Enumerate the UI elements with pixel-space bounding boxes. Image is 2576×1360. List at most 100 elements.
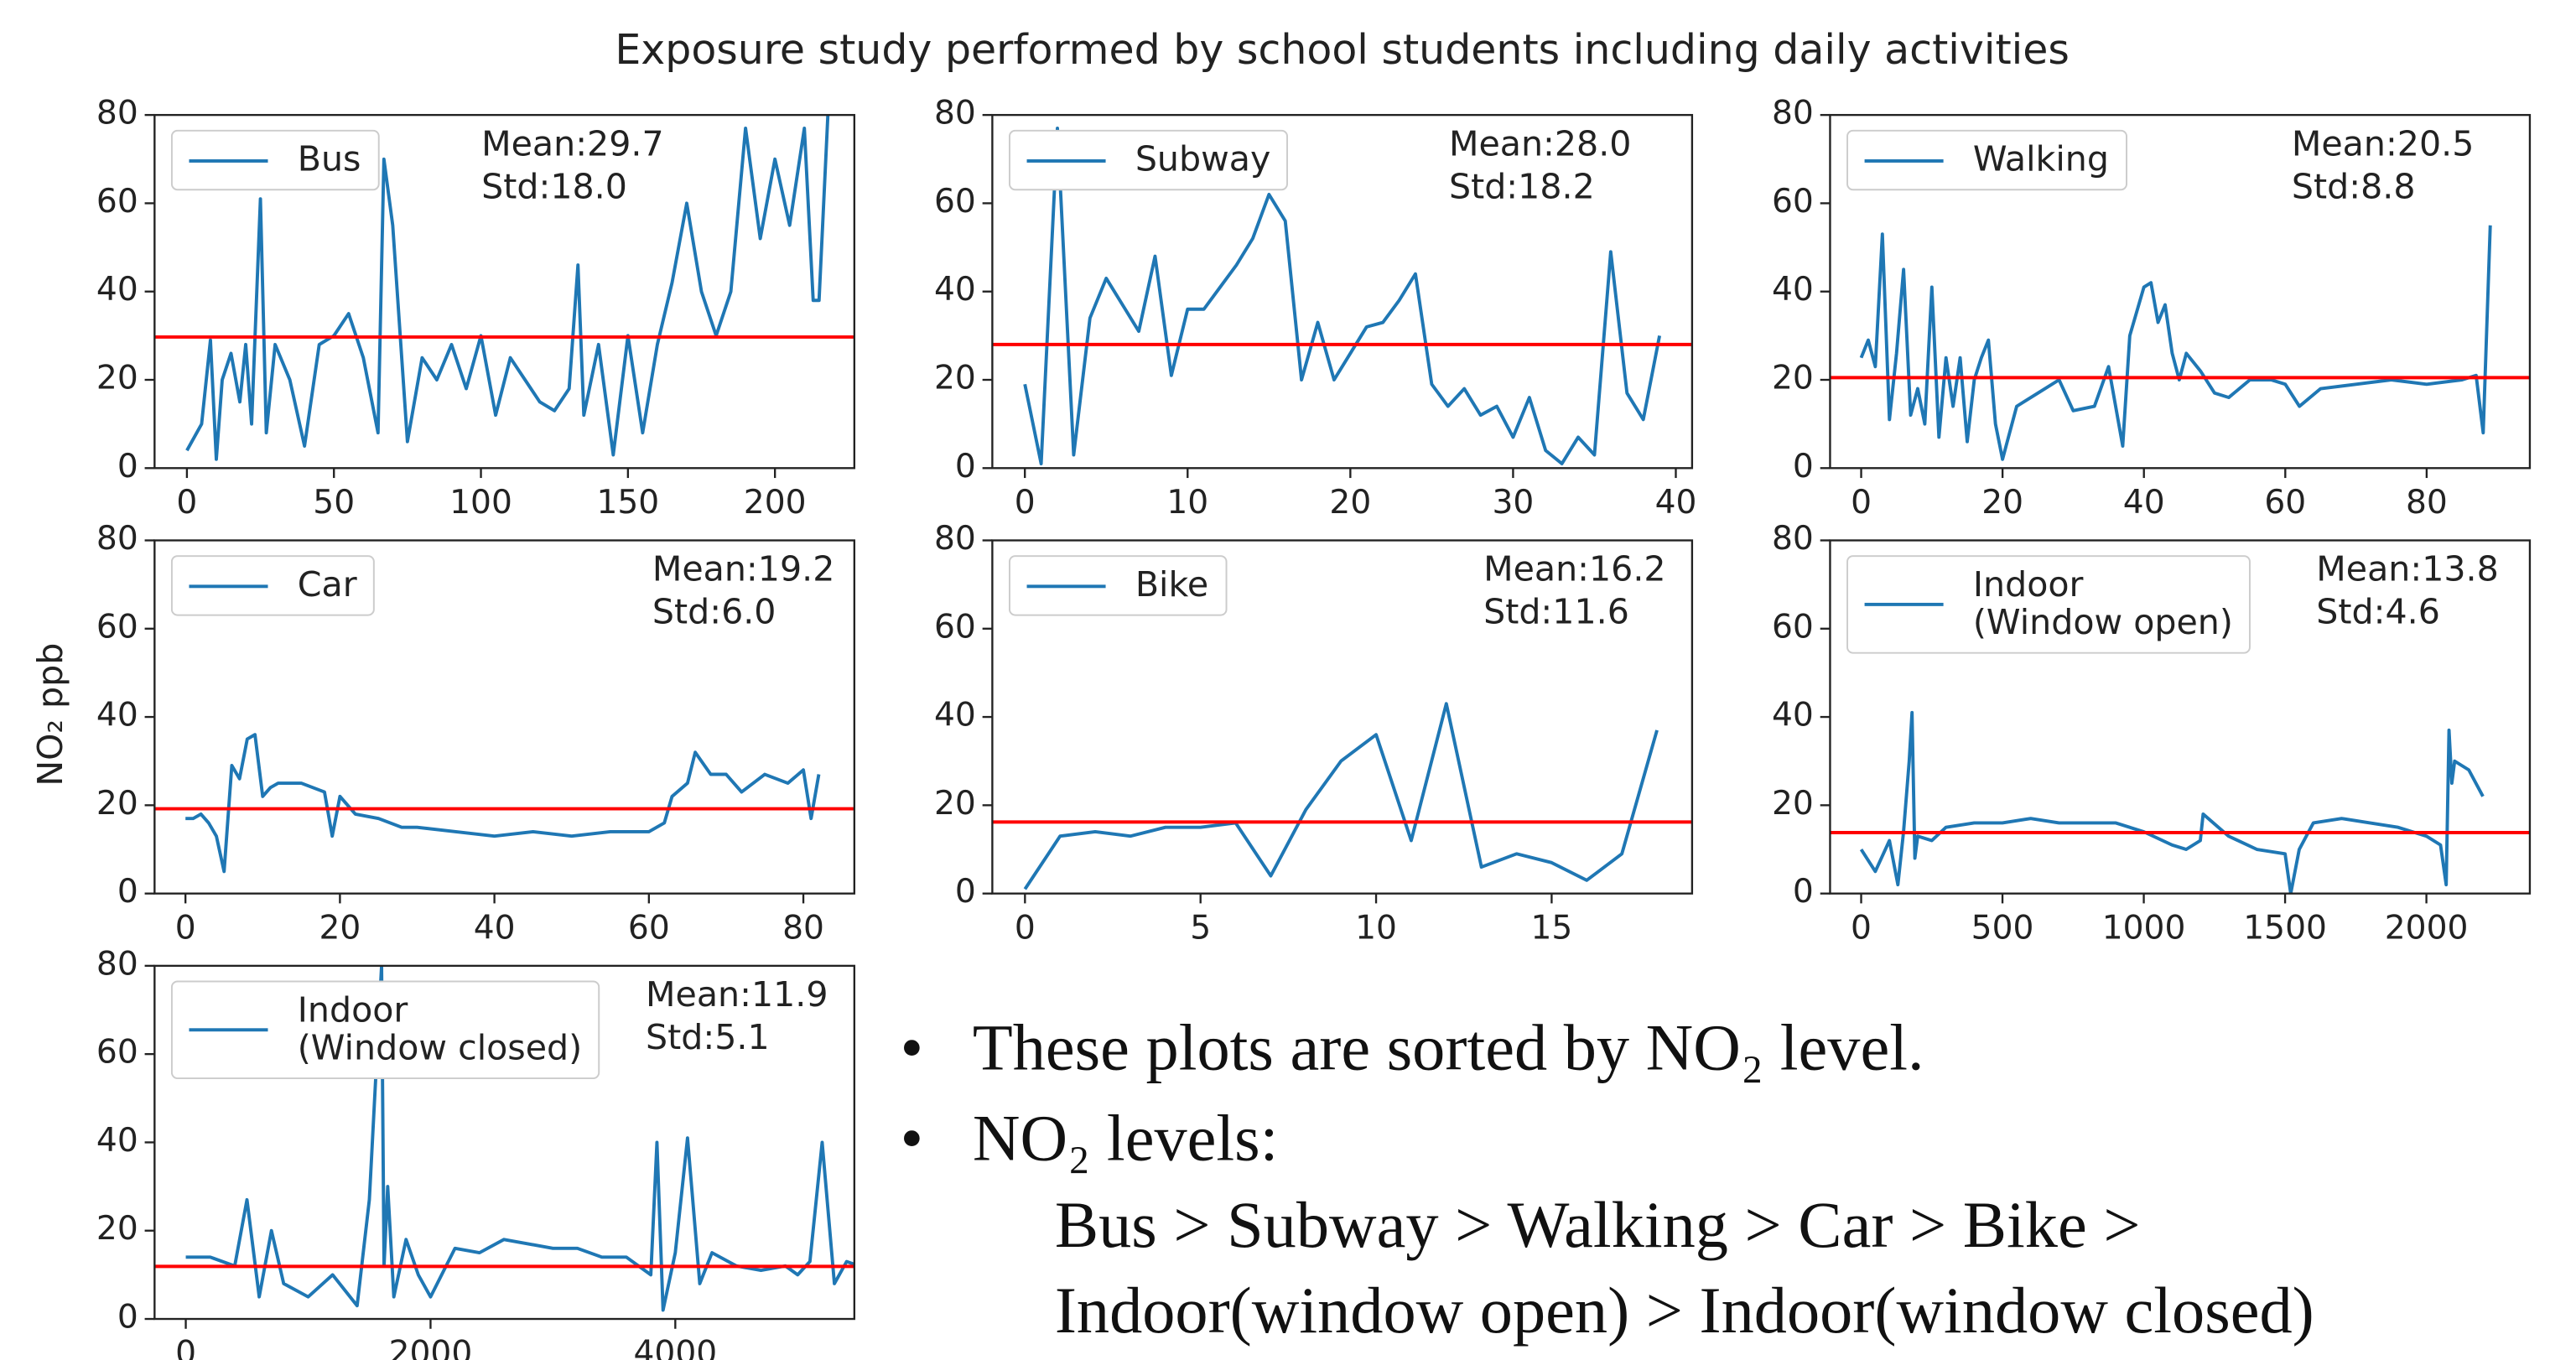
note: Indoor(window open) > Indoor(window clos… <box>1055 1274 2314 1347</box>
x-tick-label: 150 <box>596 484 659 522</box>
bullet: • <box>901 1011 923 1084</box>
legend-label: Indoor (Window open) <box>1972 564 2233 643</box>
std-annotation: Std:5.1 <box>646 1017 770 1057</box>
legend-label: Bus <box>297 139 361 179</box>
legend-label: Bike <box>1135 564 1209 605</box>
y-tick-label: 40 <box>96 1122 138 1160</box>
x-tick-label: 500 <box>1971 909 2034 947</box>
y-tick-label: 0 <box>955 448 976 485</box>
std-annotation: Std:6.0 <box>652 592 776 632</box>
legend-box: Indoor (Window closed) <box>170 980 600 1080</box>
legend-label: Subway <box>1135 139 1271 179</box>
std-annotation: Std:11.6 <box>1483 592 1629 632</box>
data-line <box>1023 126 1662 465</box>
legend-entry: Walking <box>1864 140 2109 179</box>
y-tick-label: 0 <box>117 448 138 485</box>
mean-annotation: Mean:29.7 <box>481 123 663 164</box>
x-tick-label: 100 <box>449 484 512 522</box>
y-tick-label: 80 <box>96 520 138 558</box>
axes-frame <box>991 539 1694 895</box>
y-tick-label: 0 <box>117 873 138 911</box>
legend-entry: Bus <box>189 139 361 179</box>
legend-swatch <box>189 584 268 588</box>
x-tick-label: 0 <box>176 484 197 522</box>
axes-frame <box>991 113 1694 470</box>
axes-frame <box>1829 113 2532 470</box>
legend-box: Walking <box>1846 129 2127 191</box>
legend: Car <box>170 555 376 616</box>
y-tick-label: 60 <box>96 1034 138 1072</box>
x-tick-label: 80 <box>2406 484 2448 522</box>
y-tick-label: 60 <box>934 608 976 646</box>
legend-entry: Indoor (Window closed) <box>189 990 583 1068</box>
y-tick-label: 60 <box>96 608 138 646</box>
legend-swatch <box>1026 158 1106 163</box>
std-annotation: Std:18.2 <box>1449 166 1595 206</box>
mean-annotation: Mean:19.2 <box>652 549 834 589</box>
x-tick-label: 40 <box>1655 484 1697 522</box>
axes-frame <box>153 539 856 895</box>
data-line <box>1859 710 2485 894</box>
x-tick-label: 0 <box>175 909 196 947</box>
y-tick-label: 20 <box>934 785 976 823</box>
legend-label: Car <box>297 564 357 605</box>
legend-box: Indoor (Window open) <box>1846 555 2251 655</box>
y-tick-label: 60 <box>96 183 138 221</box>
y-tick-label: 0 <box>1793 873 1814 911</box>
y-tick-label: 80 <box>934 520 976 558</box>
y-tick-label: 60 <box>1772 608 1814 646</box>
x-tick-label: 0 <box>1851 909 1872 947</box>
mean-annotation: Mean:13.8 <box>2316 549 2498 589</box>
legend-entry: Indoor (Window open) <box>1864 564 2233 643</box>
data-line <box>1023 702 1659 890</box>
x-tick-label: 60 <box>628 909 670 947</box>
legend: Bus <box>170 129 380 191</box>
legend-swatch <box>1026 584 1106 588</box>
y-tick-label: 0 <box>1793 448 1814 485</box>
x-tick-label: 200 <box>744 484 807 522</box>
note: NO₂ levels: <box>973 1101 1279 1174</box>
y-tick-label: 40 <box>1772 697 1814 735</box>
mean-annotation: Mean:28.0 <box>1449 123 1631 164</box>
x-tick-label: 1500 <box>2243 909 2327 947</box>
std-annotation: Std:4.6 <box>2316 592 2440 632</box>
y-tick-label: 80 <box>1772 95 1814 132</box>
x-tick-label: 2000 <box>389 1335 473 1360</box>
x-tick-label: 0 <box>1851 484 1872 522</box>
y-tick-label: 40 <box>96 271 138 309</box>
x-tick-label: 20 <box>1981 484 2023 522</box>
axes-frame <box>1829 539 2532 895</box>
legend: Subway <box>1008 129 1289 191</box>
x-tick-label: 20 <box>1329 484 1371 522</box>
x-tick-label: 60 <box>2264 484 2306 522</box>
x-tick-label: 15 <box>1530 909 1572 947</box>
subplot: 0 20 40 60 80 0 500 1000 1500 2000 Mean:13.8Std:4.… <box>1772 520 2532 947</box>
data-line <box>185 733 821 874</box>
legend-label: Indoor (Window closed) <box>297 990 583 1068</box>
y-tick-label: 60 <box>934 183 976 221</box>
legend-swatch <box>189 158 268 163</box>
axes-frame <box>153 964 856 1321</box>
legend-entry: Subway <box>1026 139 1271 179</box>
y-tick-label: 0 <box>117 1299 138 1337</box>
x-tick-label: 10 <box>1355 909 1397 947</box>
note: These plots are sorted by NO₂ level. <box>973 1011 1924 1084</box>
slide-title: Exposure study performed by school stude… <box>615 26 2070 74</box>
y-tick-label: 40 <box>934 697 976 735</box>
mean-annotation: Mean:11.9 <box>646 974 828 1015</box>
x-tick-label: 4000 <box>633 1335 717 1360</box>
legend: Walking <box>1846 129 2127 191</box>
legend-box: Car <box>170 555 376 616</box>
std-annotation: Std:18.0 <box>481 166 627 206</box>
x-tick-label: 0 <box>1015 909 1036 947</box>
bullet: • <box>901 1101 923 1174</box>
data-line <box>1859 225 2492 461</box>
mean-annotation: Mean:16.2 <box>1483 549 1665 589</box>
x-tick-label: 5 <box>1190 909 1211 947</box>
